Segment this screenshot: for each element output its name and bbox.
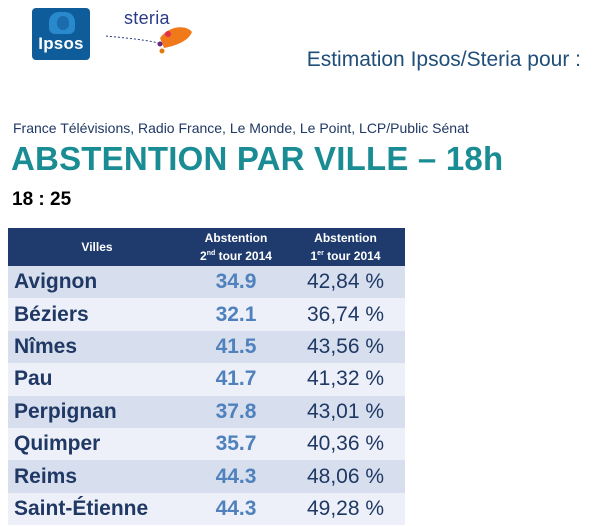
header-second-round-line1: Abstention [204,230,268,245]
table-row: Béziers 32.1 36,74 % [8,298,405,331]
steria-logo-text: steria [124,8,170,28]
second-round-value: 44.3 [215,464,257,488]
first-round-value: 42,84 % [306,270,385,294]
header-first-round-line2: 1er tour 2014 [286,246,405,264]
table-row: Saint-Étienne 44.3 49,28 % [8,492,405,526]
header-first-round-sup: er [317,249,324,257]
second-round-value: 41.5 [215,334,257,358]
table-row: Avignon 34.9 42,84 % [8,266,405,299]
first-round-value: 49,28 % [306,496,385,520]
second-round-value: 34.9 [215,270,257,294]
first-round-value: 40,36 % [306,432,385,456]
time-label: 18 : 25 [12,189,72,210]
abstention-table: Villes Abstention 2nd tour 2014 Abstenti… [8,228,405,526]
second-round-value: 41.7 [215,367,257,391]
city-name: Perpignan [14,399,117,423]
first-round-value: 43,01 % [306,399,385,423]
header-second-round-sup: nd [206,249,216,257]
sponsors-line: France Télévisions, Radio France, Le Mon… [13,120,469,136]
city-name: Avignon [14,270,98,294]
second-round-value: 32.1 [215,302,257,326]
first-round-value: 36,74 % [306,302,385,326]
header-first-round-ord: 1 [310,248,318,263]
city-name: Quimper [14,432,101,456]
city-name: Béziers [14,302,89,326]
header-city: Villes [81,240,113,254]
table-header: Villes Abstention 2nd tour 2014 Abstenti… [8,228,405,266]
city-name: Saint-Étienne [14,496,149,520]
header-second-round-line2: 2nd tour 2014 [186,246,286,264]
estimation-heading: Estimation Ipsos/Steria pour : [306,48,581,71]
table-row: Perpignan 37.8 43,01 % [8,395,405,428]
table-row: Reims 44.3 48,06 % [8,460,405,493]
first-round-value: 48,06 % [306,464,385,488]
second-round-value: 37.8 [215,399,257,423]
page-title: ABSTENTION PAR VILLE – 18h [11,140,504,177]
header-second-round: Abstention 2nd tour 2014 [186,231,286,264]
steria-logo: steria [104,8,200,58]
ipsos-logo-mark-inner [57,16,69,30]
city-name: Pau [14,367,53,391]
table-row: Pau 41.7 41,32 % [8,363,405,396]
first-round-value: 43,56 % [306,334,385,358]
table-row: Nîmes 41.5 43,56 % [8,330,405,364]
second-round-value: 35.7 [215,432,257,456]
table-row: Quimper 35.7 40,36 % [8,427,405,461]
header-second-round-rest: tour 2014 [215,248,272,263]
header-first-round-rest: tour 2014 [323,248,381,263]
city-name: Reims [14,464,78,488]
header-second-round-ord: 2 [200,248,207,263]
ipsos-logo: Ipsos [32,8,90,60]
header-first-round-line1: Abstention [314,230,377,245]
city-name: Nîmes [14,334,78,358]
ipsos-logo-text: Ipsos [38,34,84,53]
header-first-round: Abstention 1er tour 2014 [286,231,405,264]
steria-swoosh-icon [105,27,192,54]
first-round-value: 41,32 % [306,367,385,391]
second-round-value: 44.3 [215,496,257,520]
